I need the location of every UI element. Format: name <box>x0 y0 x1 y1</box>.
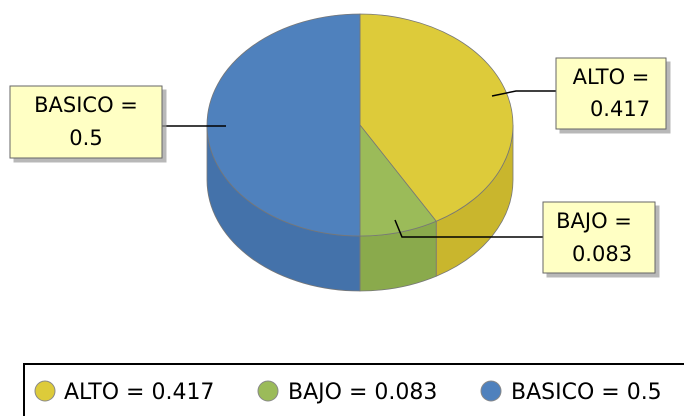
callout-alto-line2: 0.417 <box>590 97 650 121</box>
callout-alto-box <box>555 57 667 130</box>
legend-box <box>23 363 684 416</box>
callout-bajo: BAJO = 0.083 <box>542 201 656 274</box>
callout-basico-line1: BASICO = <box>34 93 138 117</box>
legend-marker-alto <box>34 380 56 402</box>
pie-tops <box>206 13 514 237</box>
leader-bajo <box>394 219 543 238</box>
callout-alto: ALTO = 0.417 <box>555 57 667 130</box>
callout-bajo-line1: BAJO = <box>556 209 632 233</box>
callout-bajo-box <box>542 201 656 274</box>
pie-slice-basico <box>206 13 361 237</box>
callout-basico: BASICO = 0.5 <box>9 85 163 159</box>
legend-marker-bajo <box>257 380 279 402</box>
legend-marker-basico <box>480 380 502 402</box>
legend-label-bajo: BAJO = 0.083 <box>288 380 437 405</box>
callout-bajo-line2: 0.083 <box>572 242 632 266</box>
leader-alto <box>491 90 556 97</box>
callout-alto-line1: ALTO = <box>573 65 650 89</box>
callout-basico-box <box>9 85 163 159</box>
pie-slice-alto <box>359 13 514 222</box>
callout-leaders <box>162 90 556 238</box>
legend-label-basico: BASICO = 0.5 <box>511 380 662 405</box>
callout-basico-line2: 0.5 <box>69 126 102 150</box>
legend-label-alto: ALTO = 0.417 <box>64 380 214 405</box>
legend: ALTO = 0.417 BAJO = 0.083 BASICO = 0.5 <box>23 363 684 416</box>
